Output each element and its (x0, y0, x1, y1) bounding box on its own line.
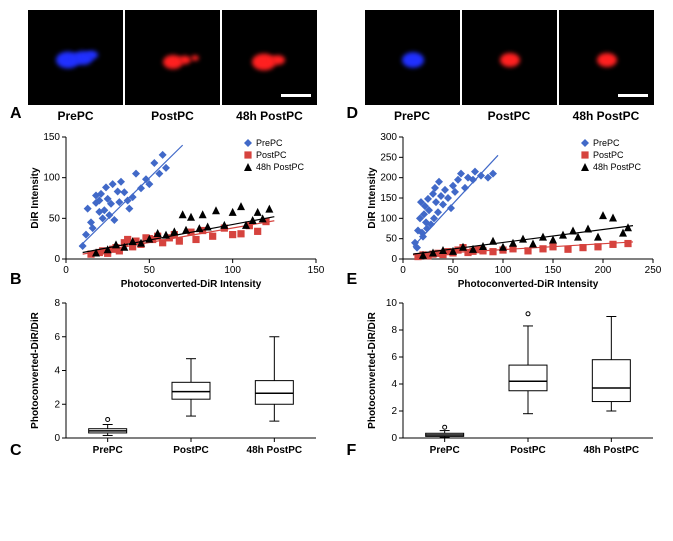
micrograph-label: PostPC (125, 109, 220, 123)
panel-B: 0 50 100 150 0 50 100 150 Photoconverted-DiR Int… (10, 129, 327, 289)
svg-text:6: 6 (54, 332, 60, 343)
micrograph: PrePC (365, 10, 460, 123)
panel-E: 0 50 100 150 200 250 0 50 100 150 200 250 300 Photoco… (347, 129, 664, 289)
svg-text:0: 0 (400, 265, 406, 276)
label-E: E (347, 271, 358, 289)
boxplot-chart: 0 2 4 6 8 Photoconverted-DiR/DiR PrePC PostPC 48… (26, 295, 326, 460)
scatter-chart: 0 50 100 150 0 50 100 150 Photoconverted-DiR Int… (26, 129, 326, 289)
svg-text:150: 150 (380, 193, 397, 204)
svg-text:48h PostPC: 48h PostPC (593, 162, 642, 172)
micrograph-label: 48h PostPC (222, 109, 317, 123)
svg-text:Photoconverted-DiR/DiR: Photoconverted-DiR/DiR (367, 311, 378, 428)
label-D: D (347, 105, 359, 123)
svg-text:0: 0 (54, 254, 60, 265)
label-B: B (10, 271, 22, 289)
svg-text:PrePC: PrePC (93, 445, 123, 456)
panel-A: PrePCPostPC48h PostPC A (10, 10, 327, 123)
label-F: F (347, 442, 357, 460)
svg-text:100: 100 (494, 265, 511, 276)
svg-text:100: 100 (380, 213, 397, 224)
micrograph-image (365, 10, 460, 105)
svg-text:150: 150 (544, 265, 561, 276)
micrograph: PostPC (462, 10, 557, 123)
svg-text:Photoconverted-DiR Intensity: Photoconverted-DiR Intensity (457, 279, 598, 289)
svg-text:250: 250 (380, 152, 397, 163)
scatter-chart: 0 50 100 150 200 250 0 50 100 150 200 250 300 Photoco… (363, 129, 663, 289)
svg-text:PostPC: PostPC (593, 150, 624, 160)
svg-text:200: 200 (594, 265, 611, 276)
panel-F: 0 2 4 6 8 10 Photoconverted-DiR/DiR PrePC PostPC… (347, 295, 664, 460)
micrograph-image (28, 10, 123, 105)
svg-text:48h PostPC: 48h PostPC (247, 445, 303, 456)
micrograph: PrePC (28, 10, 123, 123)
svg-text:300: 300 (380, 132, 397, 143)
svg-text:50: 50 (447, 265, 459, 276)
svg-text:48h PostPC: 48h PostPC (583, 445, 639, 456)
svg-text:PostPC: PostPC (173, 445, 209, 456)
boxplot-chart: 0 2 4 6 8 10 Photoconverted-DiR/DiR PrePC PostPC… (363, 295, 663, 460)
micrograph-image (125, 10, 220, 105)
svg-text:150: 150 (43, 132, 60, 143)
svg-text:2: 2 (391, 406, 397, 417)
svg-text:PostPC: PostPC (256, 150, 287, 160)
svg-text:0: 0 (391, 254, 397, 265)
svg-text:200: 200 (380, 173, 397, 184)
svg-text:8: 8 (391, 325, 397, 336)
figure-grid: PrePCPostPC48h PostPC A PrePCPostPC48h P… (10, 10, 663, 460)
panel-D: PrePCPostPC48h PostPC D (347, 10, 664, 123)
micrograph: 48h PostPC (222, 10, 317, 123)
svg-text:150: 150 (308, 265, 325, 276)
svg-text:100: 100 (224, 265, 241, 276)
svg-text:Photoconverted-DiR Intensity: Photoconverted-DiR Intensity (121, 279, 262, 289)
svg-text:6: 6 (391, 352, 397, 363)
svg-text:PrePC: PrePC (256, 138, 283, 148)
micrograph-label: PostPC (462, 109, 557, 123)
svg-text:50: 50 (49, 213, 61, 224)
svg-text:250: 250 (644, 265, 661, 276)
svg-text:PrePC: PrePC (429, 445, 459, 456)
svg-text:DiR Intensity: DiR Intensity (30, 167, 41, 229)
scale-bar (281, 94, 311, 97)
micrograph: 48h PostPC (559, 10, 654, 123)
micrograph-label: PrePC (28, 109, 123, 123)
scale-bar (618, 94, 648, 97)
svg-text:100: 100 (43, 173, 60, 184)
svg-text:Photoconverted-DiR/DiR: Photoconverted-DiR/DiR (30, 311, 41, 428)
label-C: C (10, 442, 22, 460)
label-A: A (10, 105, 22, 123)
svg-text:0: 0 (54, 433, 60, 444)
svg-text:48h PostPC: 48h PostPC (256, 162, 305, 172)
svg-text:8: 8 (54, 298, 60, 309)
svg-text:PostPC: PostPC (510, 445, 546, 456)
svg-text:50: 50 (385, 234, 397, 245)
svg-text:50: 50 (144, 265, 156, 276)
svg-text:4: 4 (391, 379, 397, 390)
micrograph-label: PrePC (365, 109, 460, 123)
svg-text:0: 0 (63, 265, 69, 276)
micrograph-label: 48h PostPC (559, 109, 654, 123)
micrograph-image (462, 10, 557, 105)
svg-text:0: 0 (391, 433, 397, 444)
micrograph: PostPC (125, 10, 220, 123)
micrograph-image (222, 10, 317, 105)
svg-text:2: 2 (54, 399, 60, 410)
svg-text:10: 10 (385, 298, 397, 309)
micrograph-image (559, 10, 654, 105)
svg-text:4: 4 (54, 366, 60, 377)
svg-text:DiR Intensity: DiR Intensity (367, 167, 378, 229)
panel-C: 0 2 4 6 8 Photoconverted-DiR/DiR PrePC PostPC 48… (10, 295, 327, 460)
svg-text:PrePC: PrePC (593, 138, 620, 148)
